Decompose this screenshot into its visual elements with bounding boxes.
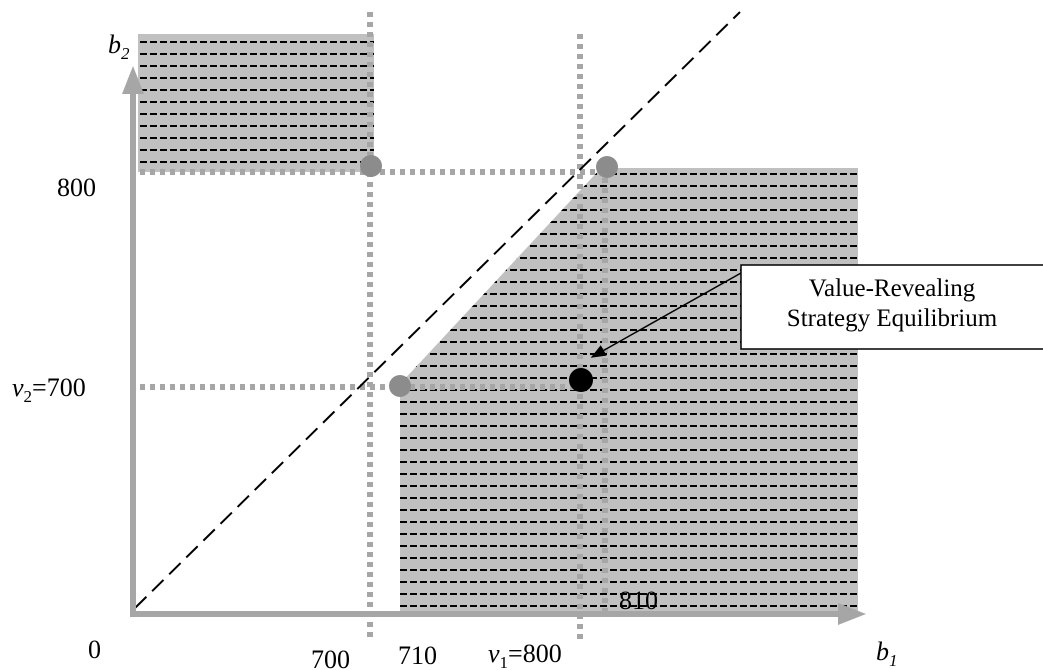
origin-label: 0 [88, 635, 101, 664]
point-710-700 [389, 375, 411, 397]
point-700-800 [360, 155, 382, 177]
callout-box [740, 264, 1043, 350]
diagonal-dashed-line [134, 11, 741, 609]
point-810-800 [596, 156, 618, 178]
tick-label-x-v1-800: v1=800 [488, 639, 562, 670]
axes [122, 66, 866, 625]
tick-label-y-800: 800 [57, 173, 96, 202]
y-axis-label: b2 [108, 30, 130, 63]
tick-label-y-v2-700: v2=700 [12, 373, 86, 406]
x-axis-arrowhead [838, 603, 866, 625]
callout-line1: Value-Revealing [809, 275, 976, 302]
y-axis-arrowhead [122, 66, 144, 94]
shaded-region-top-left [138, 34, 374, 172]
tick-label-x-700: 700 [311, 645, 350, 670]
callout-line2: Strategy Equilibrium [787, 305, 998, 332]
shaded-region-diagonal-wedge [400, 168, 858, 612]
equilibrium-point [569, 368, 593, 392]
callout-arrow [590, 272, 742, 358]
tick-label-x-810: 810 [619, 586, 658, 615]
tick-label-x-710: 710 [398, 641, 437, 670]
x-axis-label: b1 [876, 637, 898, 670]
